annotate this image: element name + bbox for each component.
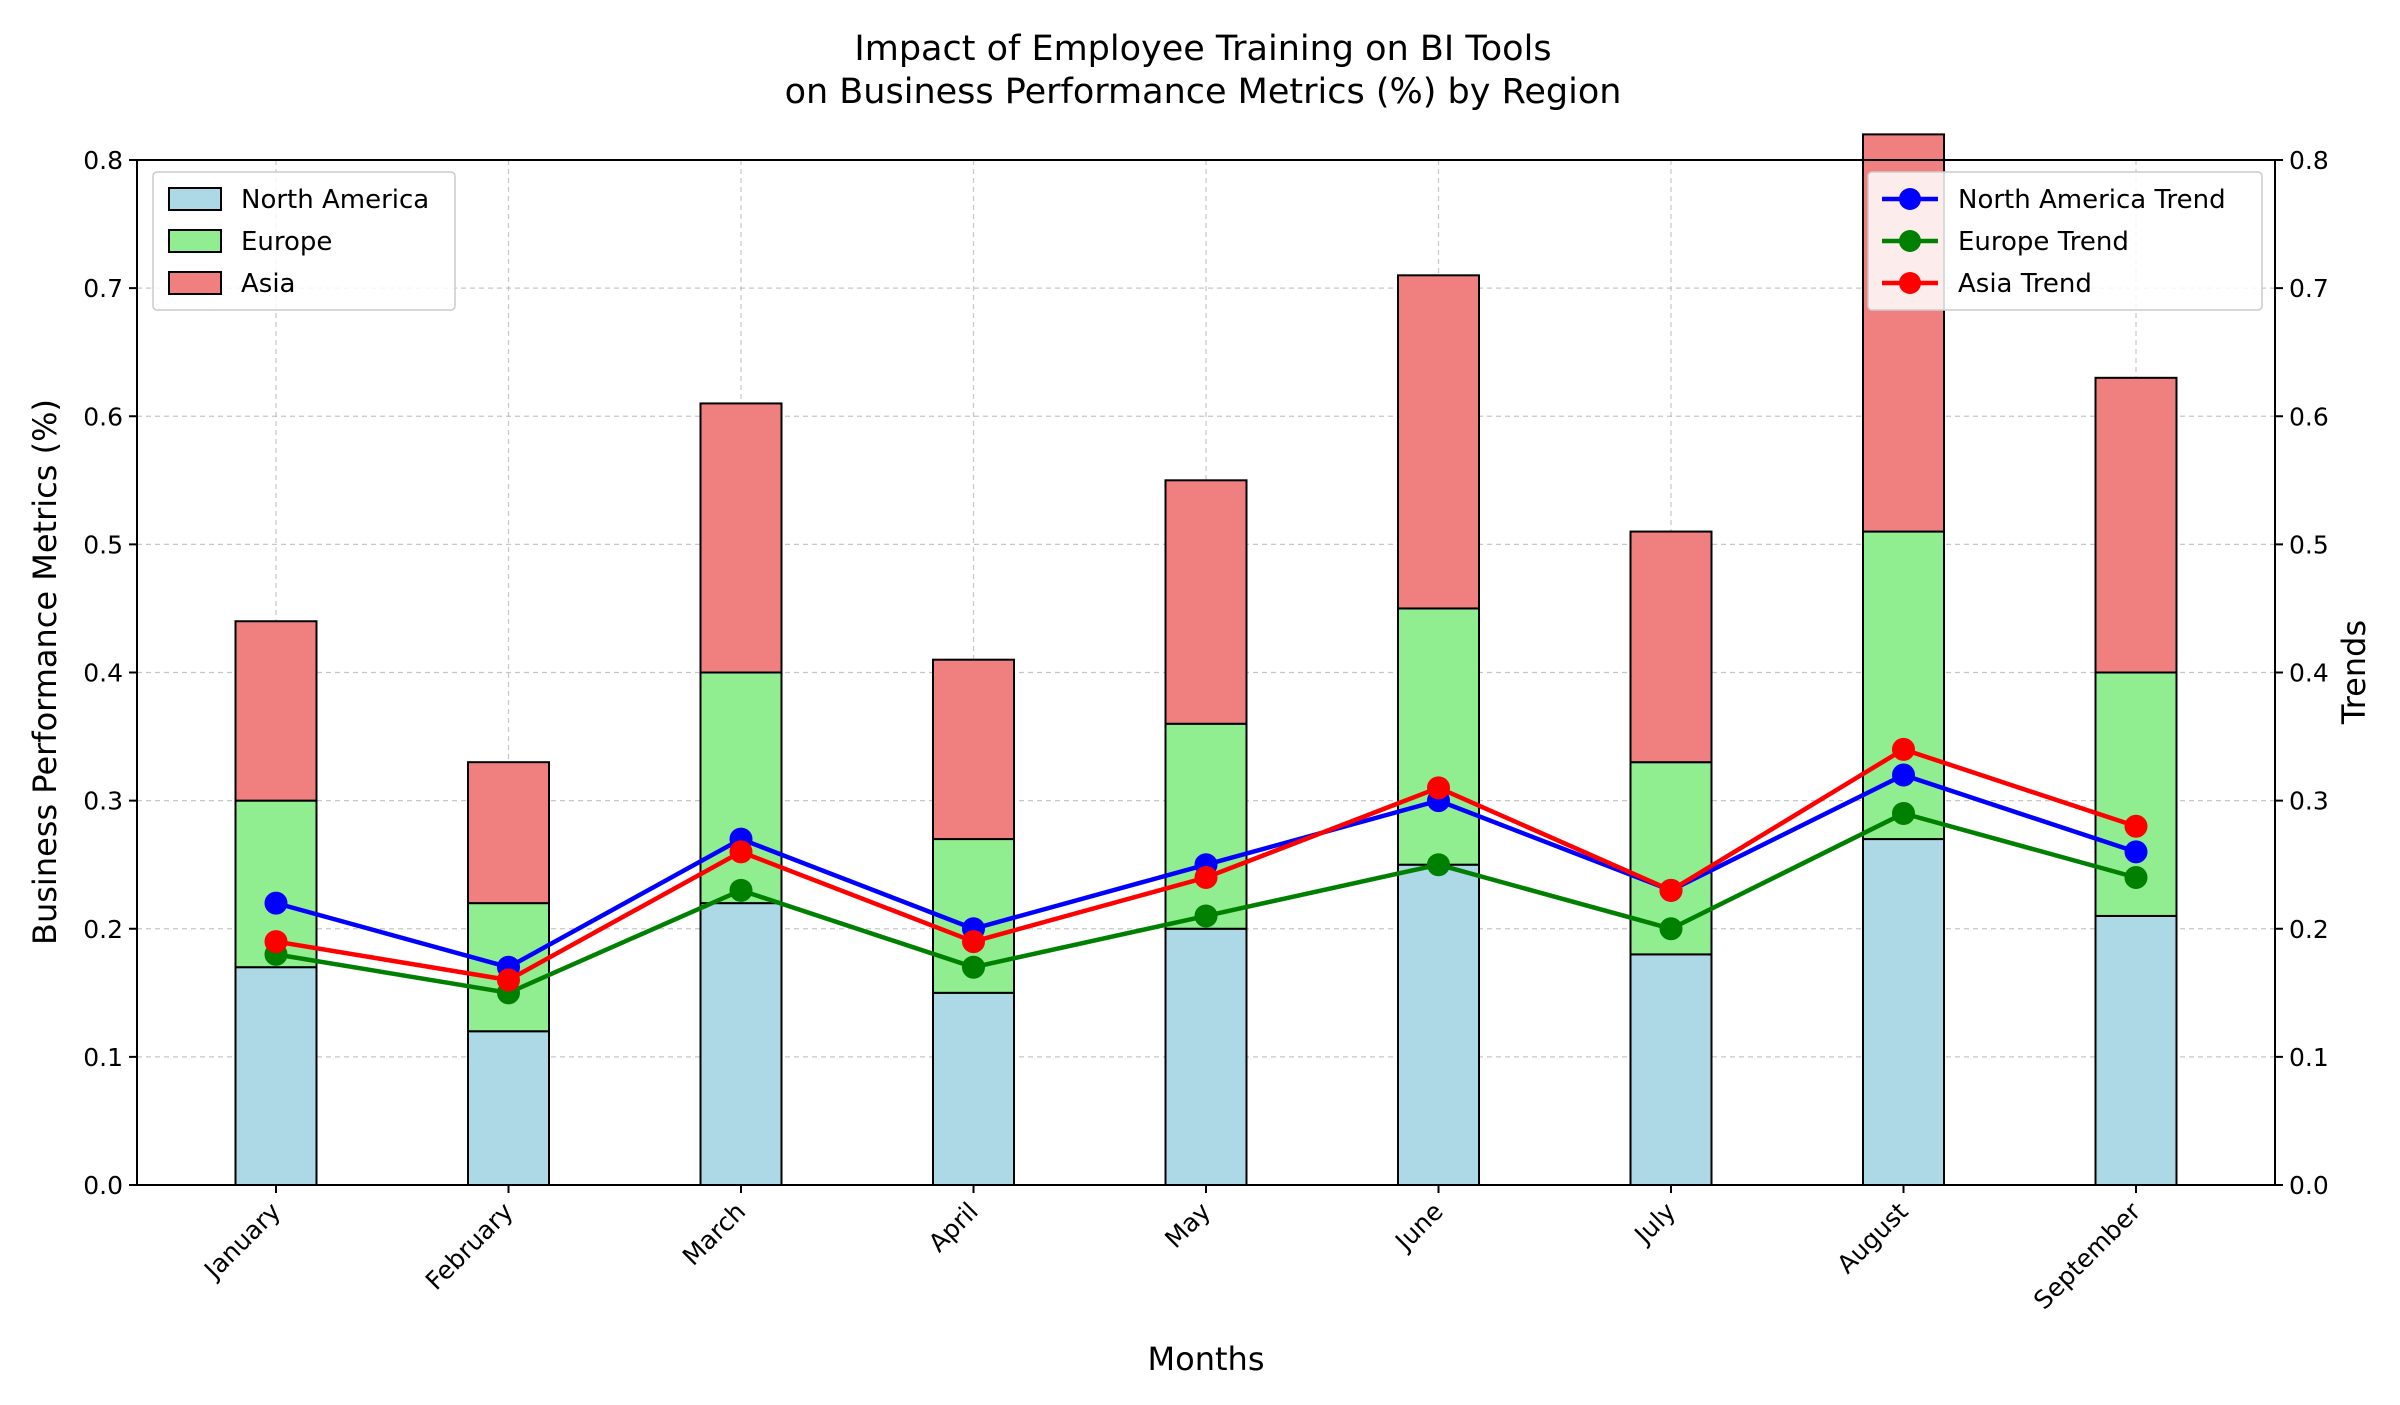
trend-point	[729, 840, 753, 864]
x-tick-label: February	[420, 1197, 519, 1296]
x-tick-label: August	[1831, 1197, 1914, 1280]
trend-point	[264, 891, 288, 915]
bar-segment	[1629, 953, 1713, 1186]
bar-segment	[234, 620, 318, 802]
bar-segment	[1164, 722, 1248, 930]
bar-segment	[699, 402, 783, 674]
y-right-tick-label: 0.8	[2289, 146, 2329, 175]
x-tick-label: May	[1159, 1197, 1216, 1254]
bar-segment	[234, 966, 318, 1186]
trend-point	[962, 930, 985, 954]
legend-trends: North America Trend Europe Trend Asia Tren…	[1867, 171, 2263, 311]
x-tick-label: April	[923, 1197, 984, 1258]
x-axis-ticks: January February March April May June July Augu…	[197, 1185, 2147, 1315]
legend-swatch	[168, 187, 222, 211]
legend-swatch	[168, 229, 222, 253]
y-axis-label: Business Performance Metrics (%)	[26, 399, 64, 945]
chart-title-line2: on Business Performance Metrics (%) by R…	[785, 72, 1622, 112]
trend-point	[1659, 917, 1683, 941]
y-right-tick-label: 0.2	[2289, 915, 2329, 944]
bar-segment	[1862, 838, 1945, 1186]
trend-point	[1427, 776, 1450, 800]
trend-point	[729, 878, 753, 902]
trend-point	[1892, 737, 1915, 761]
bar-segment	[1862, 530, 1945, 841]
trend-point	[1194, 866, 1218, 889]
bar-segment	[1629, 530, 1713, 764]
trend-point	[2124, 814, 2148, 838]
trend-point	[962, 955, 985, 979]
chart-title-line1: Impact of Employee Training on BI Tools	[854, 29, 1551, 69]
trend-point	[1659, 878, 1683, 902]
y-tick-label: 0.3	[83, 787, 123, 816]
trend-point	[2124, 840, 2148, 864]
bar-segment	[1164, 479, 1248, 725]
trend-point	[497, 968, 520, 992]
legend-marker	[1899, 188, 1921, 210]
bar-segment	[467, 761, 550, 905]
legend-label: Asia	[241, 269, 296, 299]
bar-segment	[932, 991, 1015, 1186]
trend-point	[264, 930, 288, 954]
y-right-tick-label: 0.0	[2289, 1171, 2329, 1200]
legend-swatch	[168, 271, 222, 295]
trend-lines	[264, 737, 2148, 1005]
trend-point	[1194, 904, 1218, 928]
bar-segment	[1397, 607, 1480, 866]
legend-label: North America Trend	[1958, 185, 2226, 215]
y-tick-label: 0.7	[83, 274, 123, 303]
y-tick-label: 0.5	[83, 530, 123, 559]
bar-segment	[1397, 274, 1480, 610]
y-right-tick-label: 0.5	[2289, 530, 2329, 559]
y-tick-label: 0.1	[83, 1043, 123, 1072]
y-axis-left-ticks: 0.0 0.1 0.2 0.3 0.4 0.5 0.6 0.7 0.8	[83, 146, 137, 1200]
x-axis-label: Months	[1148, 1340, 1265, 1378]
y-tick-label: 0.4	[83, 659, 123, 688]
legend-marker	[1899, 230, 1921, 252]
legend-label: North America	[241, 185, 429, 215]
y-tick-label: 0.8	[83, 146, 123, 175]
y-tick-label: 0.0	[83, 1171, 123, 1200]
y-right-tick-label: 0.7	[2289, 274, 2329, 303]
x-tick-label: March	[677, 1197, 751, 1271]
trend-point	[1892, 763, 1915, 787]
legend-label: Europe	[241, 227, 332, 257]
y-tick-label: 0.2	[83, 915, 123, 944]
legend-marker	[1899, 272, 1921, 294]
y-right-tick-label: 0.3	[2289, 787, 2329, 816]
y-axis-right-label: Trends	[2335, 620, 2373, 725]
y-axis-right-ticks: 0.0 0.1 0.2 0.3 0.4 0.5 0.6 0.7 0.8	[2275, 146, 2329, 1200]
bar-segment	[1164, 927, 1248, 1186]
y-tick-label: 0.6	[83, 402, 123, 431]
bar-segment	[2094, 376, 2178, 674]
legend-bars: North America Europe Asia	[152, 171, 456, 311]
trend-point	[1892, 801, 1915, 825]
x-tick-label: September	[2028, 1196, 2147, 1315]
y-right-tick-label: 0.4	[2289, 659, 2329, 688]
legend-box	[1867, 171, 2263, 311]
bar-segment	[932, 658, 1015, 841]
trend-point	[2124, 866, 2148, 889]
x-tick-label: January	[197, 1197, 286, 1286]
y-right-tick-label: 0.6	[2289, 402, 2329, 431]
legend-label: Europe Trend	[1958, 227, 2129, 257]
bar-segment	[2094, 914, 2178, 1186]
bars	[234, 133, 2178, 1186]
x-tick-label: July	[1628, 1197, 1682, 1251]
legend-box	[152, 171, 456, 311]
bar-segment	[1397, 863, 1480, 1186]
bar-segment	[467, 1030, 550, 1186]
trend-point	[1427, 853, 1450, 877]
legend-label: Asia Trend	[1958, 269, 2092, 299]
bar-segment	[699, 902, 783, 1186]
x-tick-label: June	[1388, 1197, 1448, 1257]
y-right-tick-label: 0.1	[2289, 1043, 2329, 1072]
